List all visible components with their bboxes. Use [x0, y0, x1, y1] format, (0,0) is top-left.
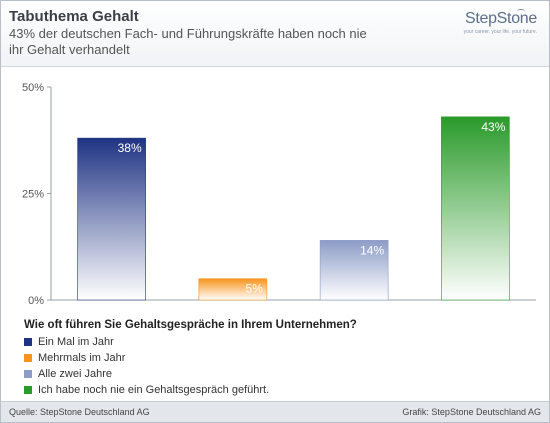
legend-title: Wie oft führen Sie Gehaltsgespräche in I… — [24, 319, 357, 331]
bar-value-label-3: 14% — [360, 243, 384, 257]
logo-tagline: your career. your life. your future. — [463, 29, 537, 35]
legend-swatch-1 — [24, 338, 32, 346]
bar-value-label-4: 43% — [481, 120, 505, 134]
legend-label-1: Ein Mal im Jahr — [38, 336, 114, 348]
bar-value-label-1: 38% — [118, 141, 142, 155]
legend-item-4: Ich habe noch nie ein Gehaltsgespräch ge… — [24, 382, 357, 398]
legend-item-1: Ein Mal im Jahr — [24, 334, 357, 350]
legend-item-3: Alle zwei Jahre — [24, 366, 357, 382]
legend-swatch-3 — [24, 370, 32, 378]
bar-2 — [198, 278, 268, 301]
legend-swatch-4 — [24, 386, 32, 394]
bar-chart: 0% 25% 50% 38% 5% 14% 43% — [22, 82, 536, 307]
y-tick-label: 50% — [22, 82, 44, 94]
bar-value-label-2: 5% — [246, 282, 264, 296]
y-tick-label: 0% — [28, 295, 44, 307]
y-tick-label: 25% — [22, 189, 44, 201]
logo-arc-icon — [517, 9, 525, 13]
legend-swatch-2 — [24, 354, 32, 362]
footer: Quelle: StepStone Deutschland AG Grafik:… — [1, 401, 549, 422]
footer-source: Quelle: StepStone Deutschland AG — [9, 407, 150, 417]
logo-name: StepStone — [464, 10, 537, 27]
stepstone-logo: StepStone your career. your life. your f… — [463, 10, 538, 35]
legend-label-3: Alle zwei Jahre — [38, 368, 112, 380]
legend-item-2: Mehrmals im Jahr — [24, 350, 357, 366]
footer-credit: Grafik: StepStone Deutschland AG — [402, 407, 541, 417]
chart-title: Tabuthema Gehalt — [9, 8, 139, 25]
legend-label-4: Ich habe noch nie ein Gehaltsgespräch ge… — [38, 384, 270, 396]
legend: Wie oft führen Sie Gehaltsgespräche in I… — [24, 319, 357, 398]
legend-label-2: Mehrmals im Jahr — [38, 352, 126, 364]
chart-area: 0% 25% 50% 38% 5% 14% 43% — [1, 67, 549, 313]
chart-subtitle: 43% der deutschen Fach- und Führungskräf… — [9, 26, 367, 57]
bar-1 — [77, 137, 146, 301]
header: Tabuthema Gehalt 43% der deutschen Fach-… — [1, 1, 549, 67]
bar-4 — [441, 116, 510, 301]
bar-3 — [319, 240, 389, 301]
